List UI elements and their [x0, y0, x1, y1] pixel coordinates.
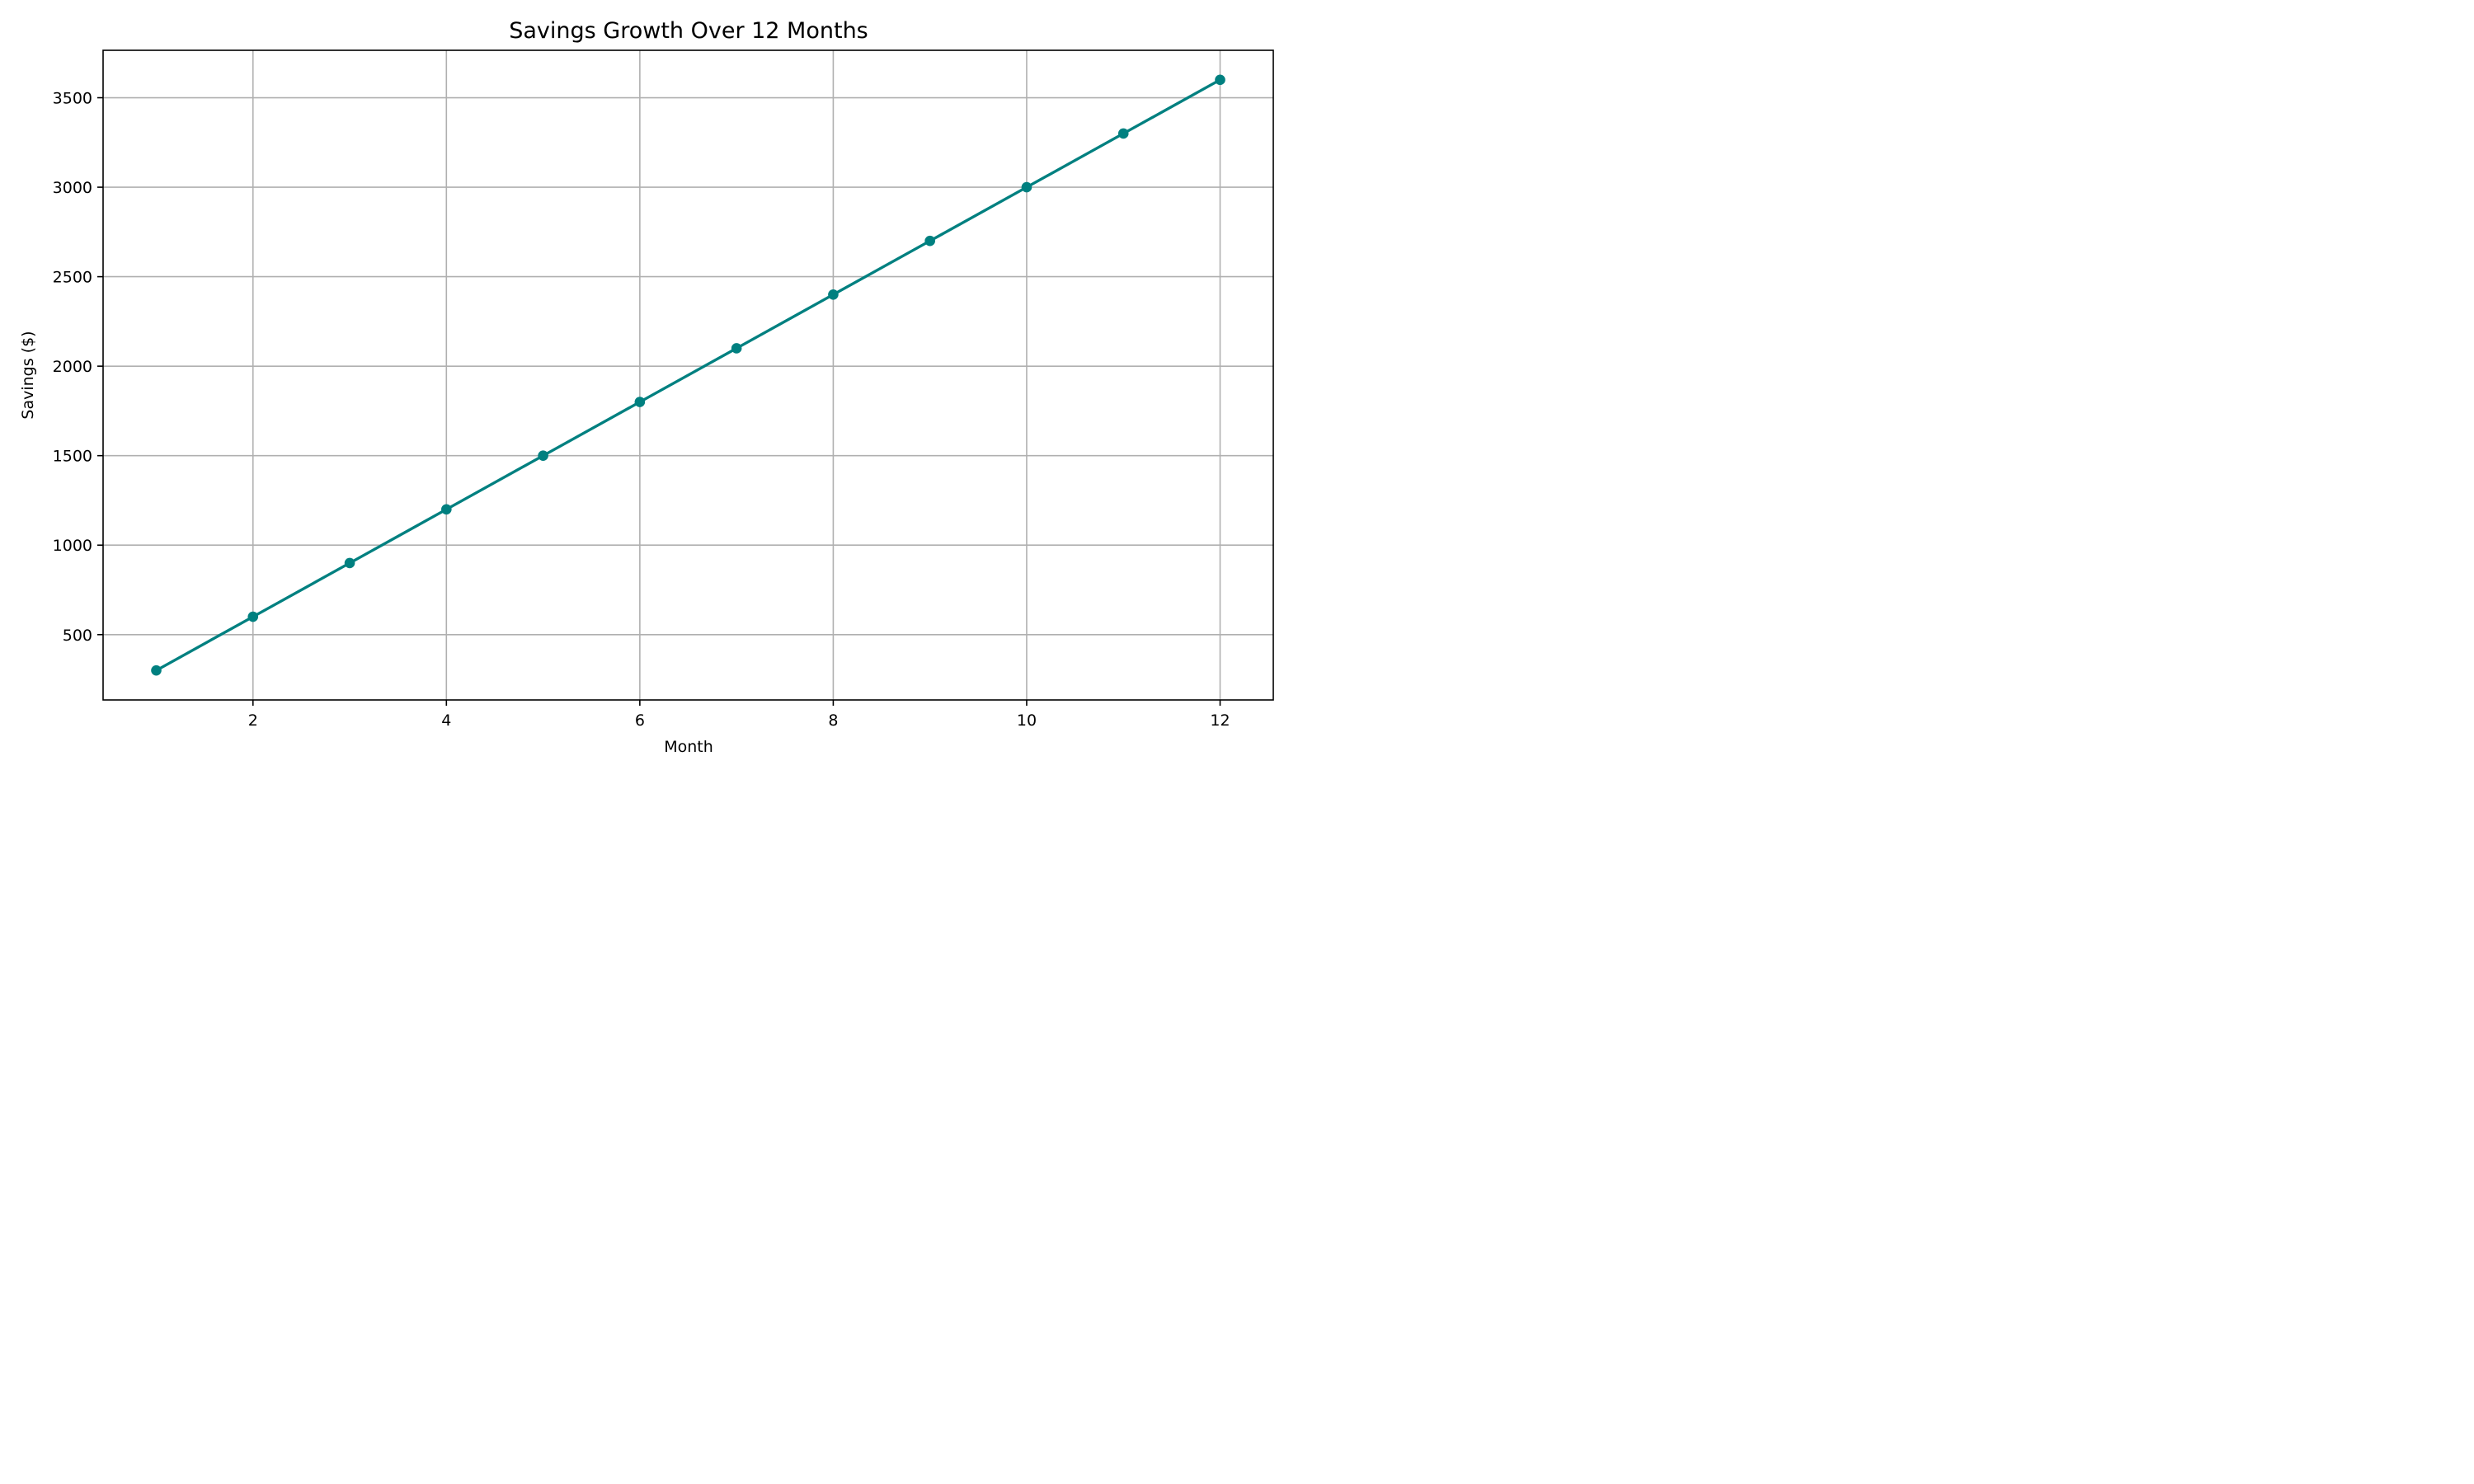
y-tick-label: 3000: [53, 179, 92, 197]
chart-container: Savings Growth Over 12 Months 2 4 6 8 10 12 50…: [0, 0, 1291, 775]
data-point: [634, 397, 646, 407]
chart-title: Savings Growth Over 12 Months: [509, 18, 868, 44]
series-layer: [151, 74, 1225, 676]
data-point: [441, 504, 452, 515]
x-tick-label: 12: [1210, 711, 1230, 730]
y-tick-label: 2500: [53, 269, 92, 287]
axis-ticks: 2 4 6 8 10 12 500 1000 1500 2000 2500 3000 3500: [53, 90, 1230, 730]
x-tick-label: 2: [248, 711, 258, 730]
data-point: [538, 450, 548, 461]
data-point: [1215, 74, 1225, 86]
data-point: [924, 235, 935, 247]
data-point: [731, 343, 742, 354]
x-axis-label: Month: [664, 738, 713, 756]
y-tick-label: 500: [63, 627, 92, 645]
y-tick-label: 3500: [53, 90, 92, 108]
data-point: [828, 289, 839, 300]
x-tick-label: 6: [635, 711, 645, 730]
x-tick-label: 8: [828, 711, 838, 730]
y-tick-label: 1500: [53, 448, 92, 466]
data-point: [1117, 128, 1129, 139]
y-axis-label: Savings ($): [19, 331, 37, 419]
grid-lines: [103, 50, 1273, 700]
data-point: [1021, 181, 1032, 193]
y-tick-label: 1000: [53, 537, 92, 555]
data-point: [151, 665, 162, 676]
data-point: [247, 611, 259, 622]
data-point: [344, 557, 355, 569]
plot-area-frame: [102, 49, 1274, 701]
x-tick-label: 4: [441, 711, 451, 730]
line-chart: Savings Growth Over 12 Months 2 4 6 8 10 12 50…: [19, 18, 1274, 756]
y-tick-label: 2000: [53, 358, 92, 376]
x-tick-label: 10: [1017, 711, 1037, 730]
series-line: [154, 78, 1222, 672]
